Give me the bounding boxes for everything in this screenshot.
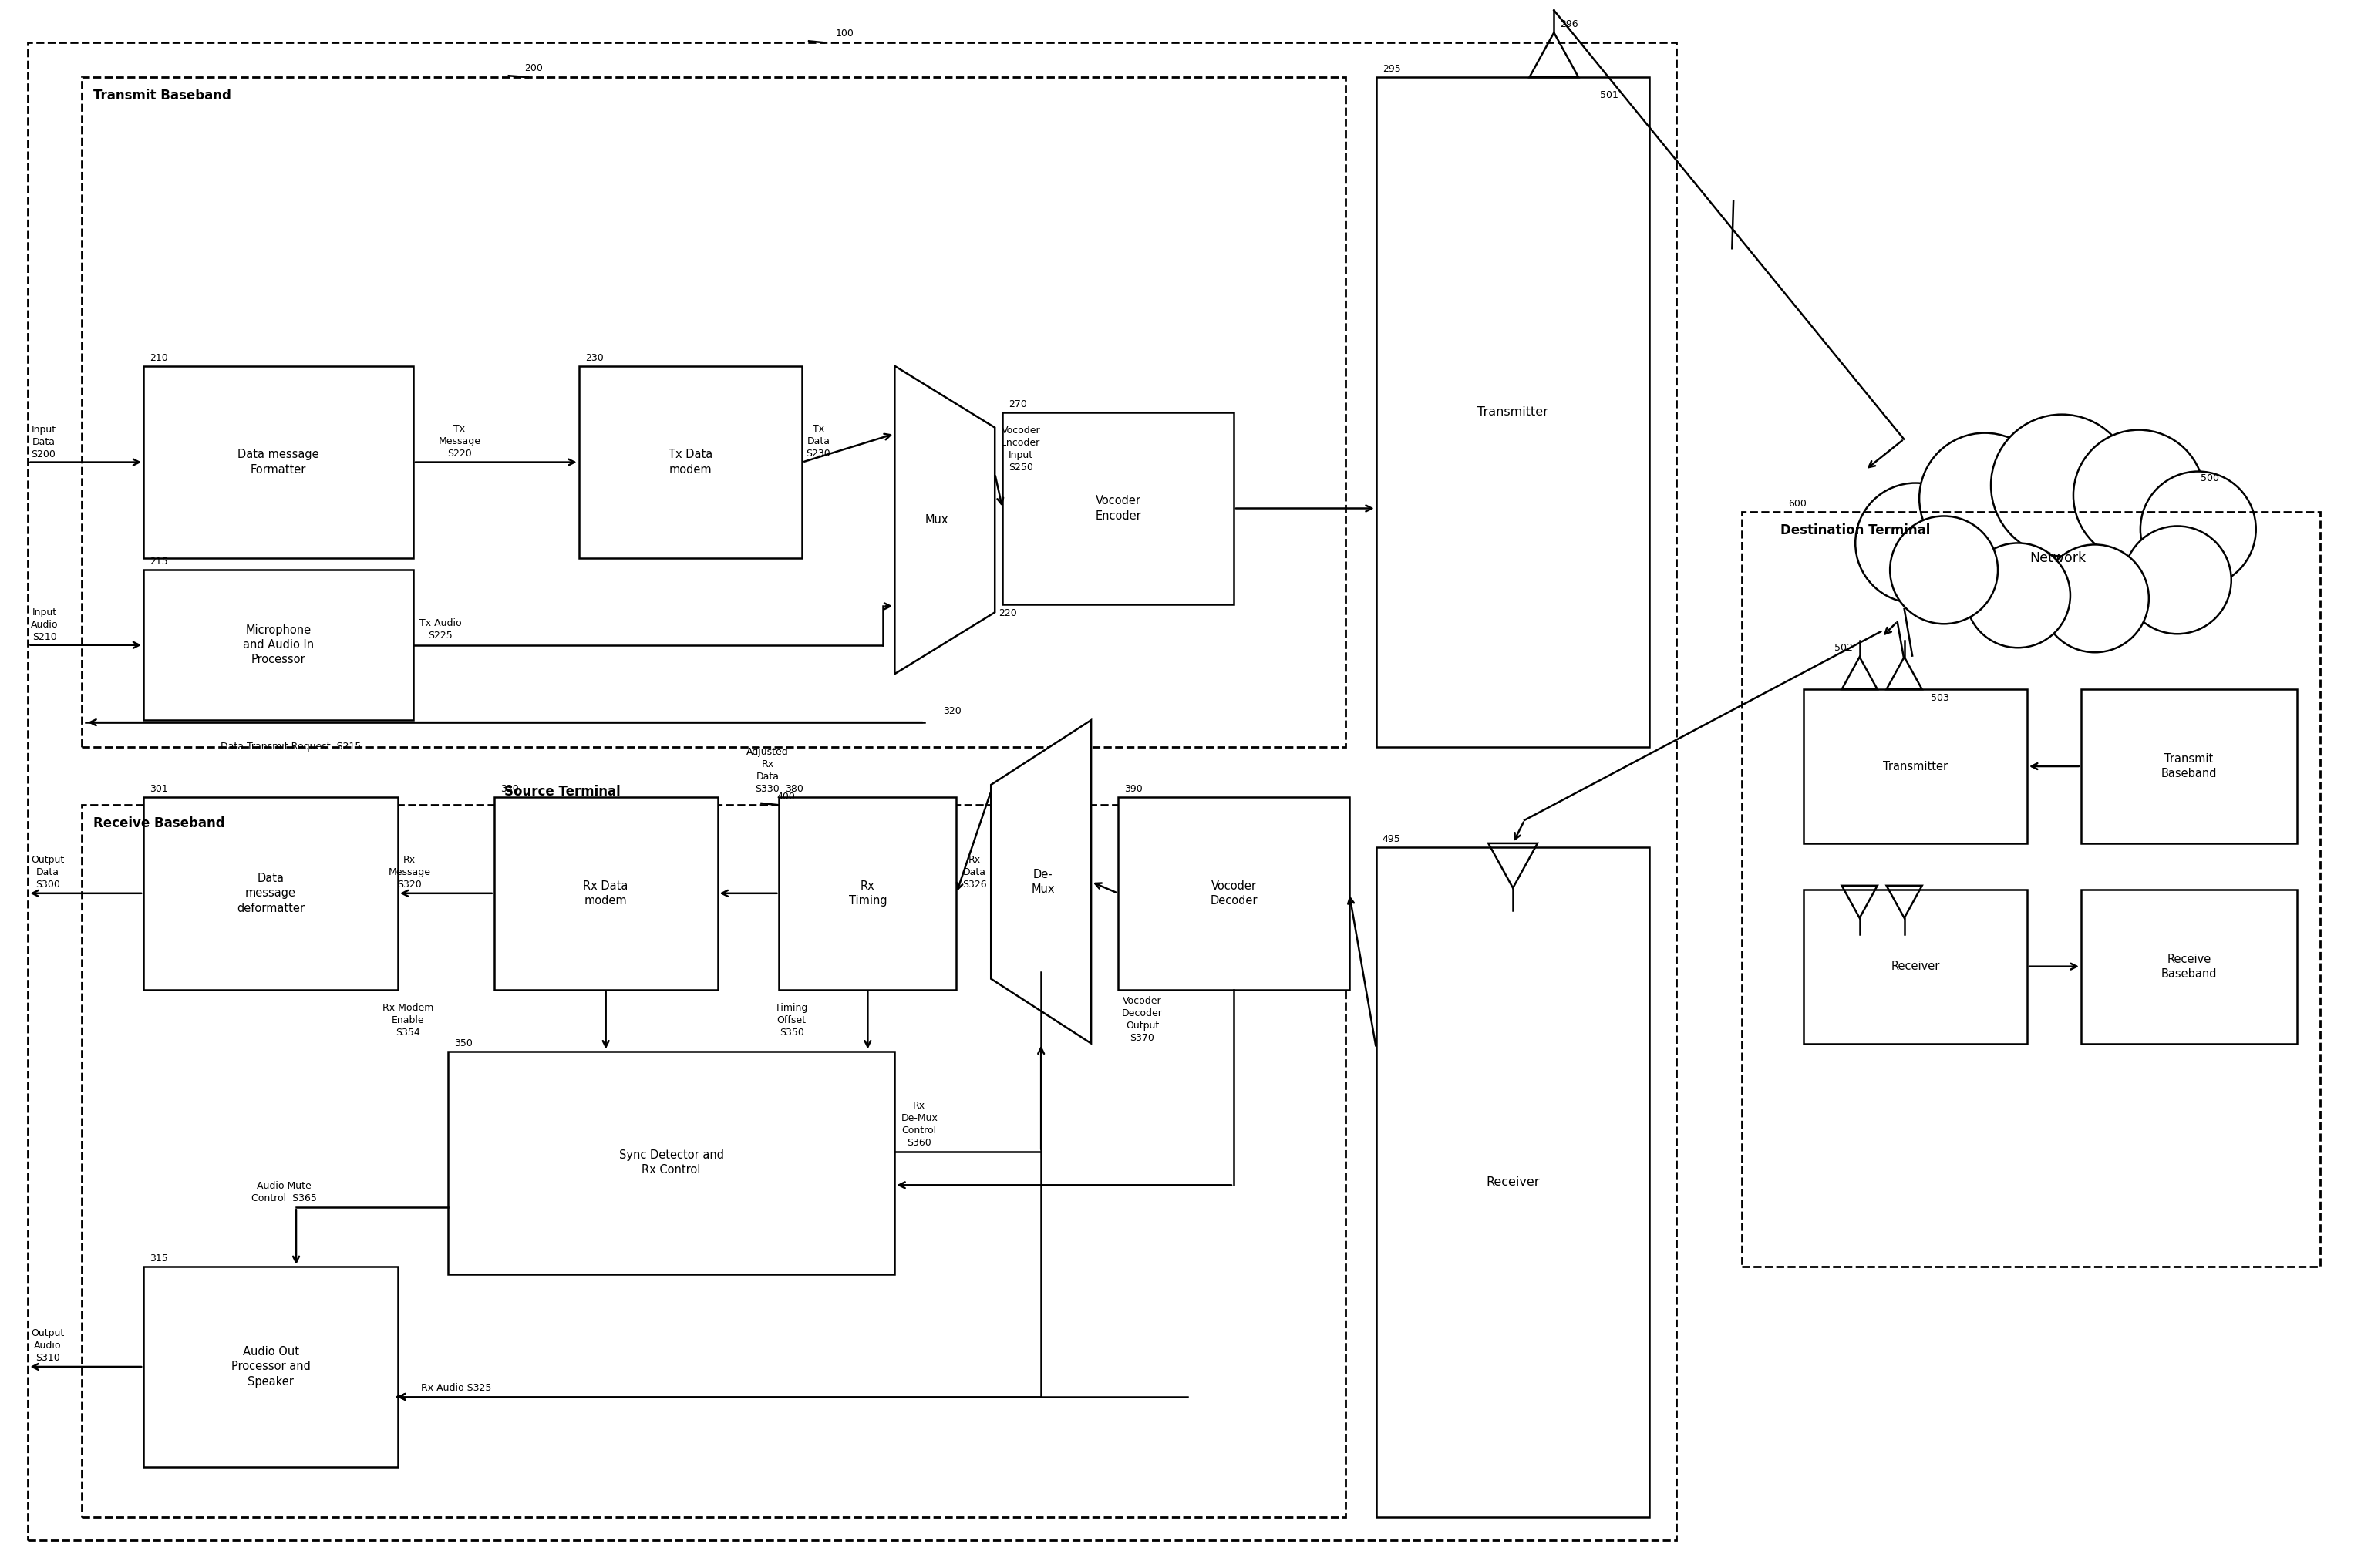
Text: 215: 215 <box>149 557 168 568</box>
Text: Receiver: Receiver <box>1485 1176 1539 1189</box>
Text: Data Transmit Request  S215: Data Transmit Request S215 <box>220 742 361 751</box>
Bar <box>1376 77 1650 746</box>
Text: 350: 350 <box>453 1038 472 1047</box>
Text: Transmit Baseband: Transmit Baseband <box>94 89 231 103</box>
Polygon shape <box>992 720 1091 1043</box>
Text: Receive Baseband: Receive Baseband <box>94 817 224 829</box>
Text: Tx
Message
S220: Tx Message S220 <box>439 423 482 458</box>
Text: Tx
Data
S230: Tx Data S230 <box>805 423 831 458</box>
Text: 220: 220 <box>999 608 1018 618</box>
Text: Vocoder
Decoder
Output
S370: Vocoder Decoder Output S370 <box>1121 996 1162 1043</box>
Text: Network: Network <box>2030 552 2087 566</box>
Text: Data message
Formatter: Data message Formatter <box>238 448 319 475</box>
Circle shape <box>1919 433 2049 564</box>
Text: 301: 301 <box>149 784 168 793</box>
Text: 270: 270 <box>1008 400 1027 409</box>
Bar <box>1804 690 2028 844</box>
Bar <box>1376 847 1650 1516</box>
Bar <box>578 365 803 558</box>
Circle shape <box>2040 544 2149 652</box>
Text: Tx Data
modem: Tx Data modem <box>668 448 713 475</box>
Text: Rx
Data
S326: Rx Data S326 <box>963 855 987 889</box>
Bar <box>144 1267 397 1466</box>
Circle shape <box>2141 472 2255 586</box>
Circle shape <box>1891 516 1997 624</box>
Text: 380: 380 <box>786 784 803 793</box>
Bar <box>449 1051 895 1275</box>
Circle shape <box>2123 527 2231 633</box>
Circle shape <box>1964 543 2071 648</box>
Bar <box>28 42 1676 1540</box>
Text: Transmitter: Transmitter <box>1478 406 1549 419</box>
Text: Vocoder
Decoder: Vocoder Decoder <box>1209 880 1258 906</box>
Bar <box>1742 513 2321 1267</box>
Text: 502: 502 <box>1834 643 1853 654</box>
Text: Input
Audio
S210: Input Audio S210 <box>31 607 59 641</box>
Text: Receiver: Receiver <box>1891 961 1941 972</box>
Text: Mux: Mux <box>926 514 949 525</box>
Text: 200: 200 <box>524 63 543 74</box>
Bar <box>493 797 718 989</box>
Circle shape <box>1990 414 2132 557</box>
Text: Vocoder
Encoder
Input
S250: Vocoder Encoder Input S250 <box>1001 425 1041 472</box>
Text: Sync Detector and
Rx Control: Sync Detector and Rx Control <box>619 1149 725 1176</box>
Text: Input
Data
S200: Input Data S200 <box>31 425 57 459</box>
Text: Rx Modem
Enable
S354: Rx Modem Enable S354 <box>382 1004 434 1038</box>
Bar <box>144 365 413 558</box>
Bar <box>144 797 397 989</box>
Text: 230: 230 <box>586 353 604 362</box>
Text: 330: 330 <box>501 784 519 793</box>
Text: Rx Audio S325: Rx Audio S325 <box>420 1383 491 1392</box>
Text: 210: 210 <box>149 353 168 362</box>
Bar <box>2080 690 2297 844</box>
Text: Rx
Message
S320: Rx Message S320 <box>387 855 430 889</box>
Text: Rx
De-Mux
Control
S360: Rx De-Mux Control S360 <box>902 1101 937 1148</box>
Circle shape <box>1856 483 1976 604</box>
Bar <box>83 804 1346 1516</box>
Text: 400: 400 <box>777 792 796 801</box>
Text: 500: 500 <box>2200 474 2219 483</box>
Text: Audio Out
Processor and
Speaker: Audio Out Processor and Speaker <box>231 1347 309 1388</box>
Text: Output
Audio
S310: Output Audio S310 <box>31 1328 64 1363</box>
Text: 296: 296 <box>1561 19 1577 30</box>
Text: Transmit
Baseband: Transmit Baseband <box>2160 753 2217 779</box>
Text: Adjusted
Rx
Data
S330: Adjusted Rx Data S330 <box>746 746 789 793</box>
Text: Timing
Offset
S350: Timing Offset S350 <box>774 1004 807 1038</box>
Bar <box>2080 889 2297 1043</box>
Text: Receive
Baseband: Receive Baseband <box>2160 953 2217 980</box>
Text: 501: 501 <box>1601 89 1620 100</box>
Text: 100: 100 <box>836 28 855 39</box>
Text: 320: 320 <box>944 706 961 717</box>
Text: 600: 600 <box>1787 499 1806 510</box>
Text: Output
Data
S300: Output Data S300 <box>31 855 64 889</box>
Text: Data
message
deformatter: Data message deformatter <box>236 873 305 914</box>
Text: Rx
Timing: Rx Timing <box>848 880 888 906</box>
Bar <box>779 797 956 989</box>
Text: Rx Data
modem: Rx Data modem <box>583 880 628 906</box>
Bar <box>144 571 413 720</box>
Text: Transmitter: Transmitter <box>1884 760 1948 771</box>
Text: 390: 390 <box>1124 784 1143 793</box>
Text: Audio Mute
Control  S365: Audio Mute Control S365 <box>250 1181 316 1204</box>
Text: Microphone
and Audio In
Processor: Microphone and Audio In Processor <box>243 624 314 666</box>
Text: 315: 315 <box>149 1253 168 1264</box>
Bar <box>1119 797 1348 989</box>
Text: 503: 503 <box>1931 693 1950 702</box>
Polygon shape <box>895 365 994 674</box>
Bar <box>1804 889 2028 1043</box>
Text: De-
Mux: De- Mux <box>1032 869 1055 895</box>
Circle shape <box>2073 430 2205 561</box>
Text: Vocoder
Encoder: Vocoder Encoder <box>1096 495 1140 522</box>
Text: Source Terminal: Source Terminal <box>503 784 621 798</box>
Bar <box>1003 412 1235 605</box>
Text: 295: 295 <box>1381 64 1400 74</box>
Bar <box>83 77 1346 746</box>
Text: 495: 495 <box>1381 834 1400 844</box>
Text: Destination Terminal: Destination Terminal <box>1780 524 1931 538</box>
Text: Tx Audio
S225: Tx Audio S225 <box>420 618 460 640</box>
